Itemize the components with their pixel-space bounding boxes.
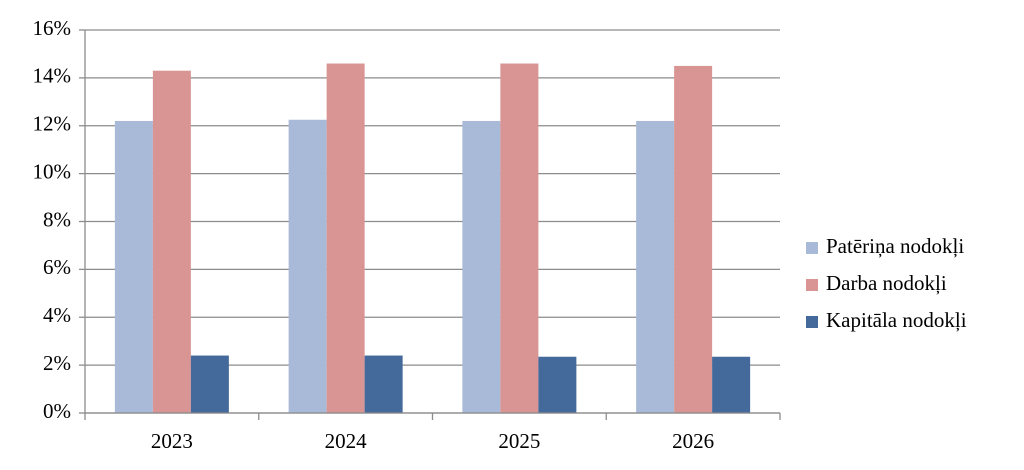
x-tick-label: 2026 [672, 429, 714, 453]
y-tick-label: 10% [33, 159, 72, 183]
legend-label: Patēriņa nodokļi [826, 234, 964, 258]
legend-swatch [806, 279, 818, 291]
bar [712, 356, 751, 413]
bar [364, 355, 403, 413]
legend-label: Darba nodokļi [826, 271, 947, 295]
bar [114, 120, 153, 414]
bar [674, 65, 713, 413]
legend-swatch [806, 242, 818, 254]
y-tick-label: 4% [43, 303, 71, 327]
legend-label: Kapitāla nodokļi [826, 308, 967, 332]
bar [462, 120, 501, 414]
y-tick-label: 8% [43, 207, 71, 231]
y-tick-label: 6% [43, 255, 71, 279]
y-tick-label: 2% [43, 351, 71, 375]
bar [500, 63, 539, 413]
x-tick-label: 2023 [151, 429, 193, 453]
bar [288, 119, 327, 413]
y-tick-label: 14% [33, 64, 72, 88]
x-tick-label: 2025 [498, 429, 540, 453]
y-tick-label: 16% [33, 16, 72, 40]
y-tick-label: 12% [33, 112, 72, 136]
legend-swatch [806, 316, 818, 328]
bar [152, 70, 191, 413]
bar [636, 120, 675, 414]
x-tick-label: 2024 [325, 429, 368, 453]
y-tick-label: 0% [43, 399, 71, 423]
bar [190, 355, 229, 413]
bar [538, 356, 577, 413]
bar [326, 63, 365, 413]
